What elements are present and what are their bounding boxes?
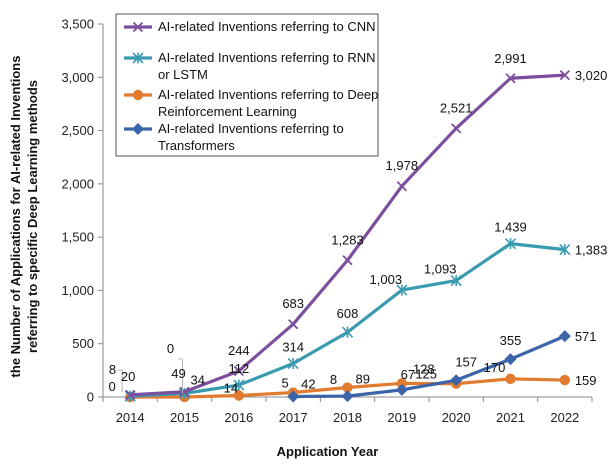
y-tick-label: 2,500 — [61, 123, 94, 138]
series-3-marker — [395, 383, 408, 396]
series-0-marker — [233, 365, 244, 377]
series-3-marker — [341, 390, 354, 403]
x-tick-label: 2015 — [170, 410, 199, 425]
series-3-marker — [504, 353, 517, 366]
series-1-marker — [287, 357, 299, 370]
series-2-data-label: 14 — [224, 381, 238, 396]
legend-entry-text: Transformers — [158, 138, 235, 153]
series-3-data-label: 157 — [455, 354, 477, 369]
series-0-marker — [559, 70, 570, 81]
y-axis-title-line-2: referring to specific Deep Learning meth… — [25, 80, 40, 353]
series-2-data-label: 0 — [109, 379, 116, 394]
series-3-marker — [287, 390, 300, 403]
series-1-marker — [341, 326, 354, 338]
series-0-data-label: 2,991 — [494, 51, 527, 66]
legend-entry-text: or LSTM — [158, 67, 208, 82]
y-tick-label: 2,000 — [61, 176, 94, 191]
series-1-data-label: 608 — [337, 306, 359, 321]
y-tick-label: 1,500 — [61, 230, 94, 245]
x-tick-label: 2022 — [550, 410, 579, 425]
legend-box — [115, 13, 379, 157]
series-line-3 — [293, 334, 566, 399]
series-0-data-label: 20 — [121, 369, 135, 384]
legend-entry-text: Reinforcement Learning — [158, 104, 297, 119]
series-2-data-label: 0 — [167, 341, 174, 356]
legend-entry-text: AI-related Inventions referring to RNN — [158, 50, 375, 65]
series-2-data-label: 42 — [301, 377, 315, 392]
series-1-data-label: 34 — [191, 372, 205, 387]
series-1-marker — [559, 244, 571, 256]
series-3-data-label: 355 — [500, 333, 522, 348]
series-2-marker — [396, 378, 408, 389]
series-0-data-label: 3,020 — [575, 68, 608, 83]
series-1-marker — [396, 284, 408, 296]
series-2-data-label: 170 — [484, 360, 506, 375]
series-0-marker — [179, 386, 190, 397]
y-tick-label: 3,500 — [61, 17, 94, 32]
series-1-marker — [450, 274, 462, 287]
x-tick-label: 2020 — [442, 410, 471, 425]
series-1-data-label: 1,093 — [424, 262, 457, 277]
series-0-marker — [451, 123, 462, 134]
legend-entry-text: AI-related Inventions referring to CNN — [158, 19, 375, 34]
series-0-data-label: 683 — [282, 296, 304, 311]
x-tick-label: 2021 — [496, 410, 525, 425]
series-0-marker — [505, 73, 516, 84]
series-1-data-label: 1,003 — [370, 272, 403, 287]
series-2-data-label: 125 — [415, 367, 437, 382]
series-0-data-label: 49 — [171, 366, 185, 381]
series-3-data-label: 571 — [575, 329, 597, 344]
y-tick-label: 500 — [72, 336, 94, 351]
series-0-data-label: 244 — [228, 343, 250, 358]
legend-swatch-marker — [132, 21, 144, 33]
legend-swatch-marker — [132, 123, 144, 135]
x-axis-title: Application Year — [277, 444, 379, 459]
series-0-marker — [396, 181, 407, 192]
series-0-marker — [342, 255, 353, 266]
series-0-data-label: 2,521 — [440, 100, 473, 115]
legend-entry-text: AI-related Inventions referring to — [158, 121, 344, 136]
x-tick-label: 2019 — [387, 410, 416, 425]
x-tick-label: 2014 — [116, 410, 145, 425]
series-0-marker — [288, 319, 299, 330]
series-2-marker — [559, 374, 571, 386]
series-2-data-label: 159 — [575, 373, 597, 388]
series-2-marker — [233, 390, 245, 401]
series-1-marker — [124, 390, 136, 402]
series-0-data-label: 1,978 — [386, 158, 419, 173]
y-tick-label: 0 — [87, 390, 94, 405]
x-tick-label: 2018 — [333, 410, 362, 425]
series-2-marker — [342, 382, 353, 393]
series-2-marker — [505, 373, 516, 385]
leader-line — [118, 369, 123, 393]
leader-line — [178, 358, 183, 393]
legend-swatch-marker — [132, 89, 144, 101]
y-tick-label: 3,000 — [61, 70, 94, 85]
series-1-data-label: 8 — [109, 362, 116, 377]
series-1-marker — [504, 238, 517, 250]
series-1-data-label: 1,439 — [494, 220, 527, 235]
series-1-marker — [233, 379, 245, 391]
x-tick-label: 2017 — [279, 410, 308, 425]
y-tick-label: 1,000 — [61, 283, 94, 298]
y-axis-title-line-1: the Number of Applications for AI-relate… — [8, 56, 23, 378]
series-3-data-label: 5 — [282, 375, 289, 390]
series-3-data-label: 8 — [330, 372, 337, 387]
series-3-marker — [558, 330, 571, 343]
legend-entry-text: AI-related Inventions referring to Deep — [158, 87, 378, 102]
series-3-marker — [450, 374, 463, 387]
series-1-data-label: 112 — [228, 361, 249, 376]
series-2-data-label: 128 — [413, 361, 435, 376]
series-0-data-label: 1,283 — [331, 232, 364, 247]
series-0-marker — [125, 389, 136, 401]
series-3-data-label: 67 — [401, 367, 415, 382]
series-2-data-label: 89 — [356, 372, 370, 387]
legend-swatch-marker — [132, 52, 144, 64]
series-1-data-label: 314 — [282, 340, 304, 355]
series-1-data-label: 1,383 — [575, 243, 608, 258]
x-tick-label: 2016 — [224, 410, 253, 425]
